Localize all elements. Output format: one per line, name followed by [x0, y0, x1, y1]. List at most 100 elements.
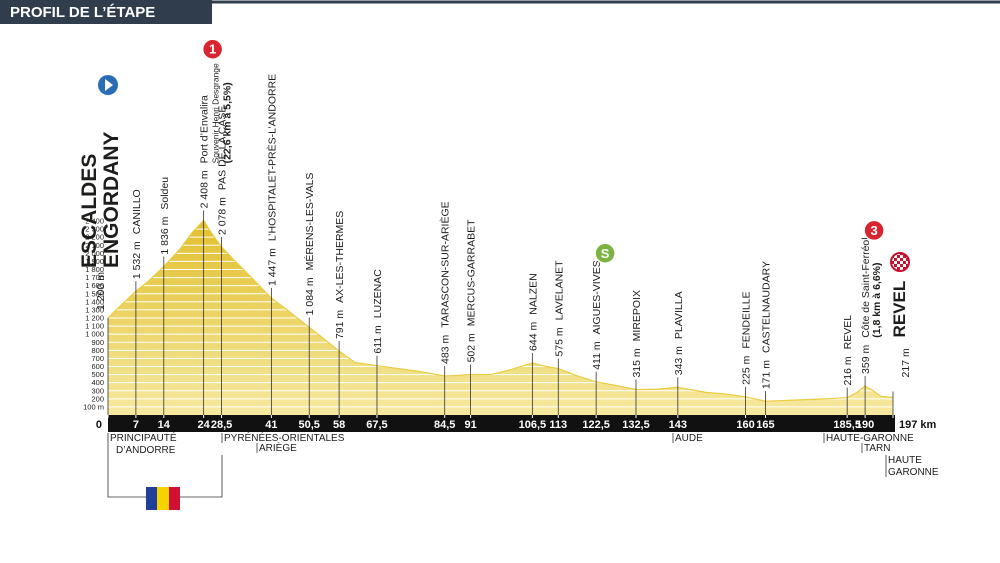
place-name: FENDEILLE [741, 291, 753, 348]
waypoint-label: 315 m MIREPOIX [631, 290, 643, 378]
start-name: ENGORDANY [100, 131, 123, 268]
altitude-label: 411 m [591, 341, 603, 370]
region-label: HAUTE [888, 455, 922, 466]
y-tick-label: 2 100 [85, 241, 104, 250]
y-tick-label: 2 400 [85, 217, 104, 226]
climb-detail: (1,8 km à 6,6%) [871, 262, 883, 337]
x-tick-label: 197 km [899, 419, 937, 431]
waypoint-label: 2 078 m PAS DE LA CASE [217, 106, 229, 235]
altitude-label: 611 m [372, 325, 384, 354]
x-tick-label: 0 [96, 419, 102, 431]
place-name: CANILLO [131, 189, 143, 234]
profile-line [107, 219, 894, 402]
waypoint-label: 575 m LAVELANET [553, 260, 565, 357]
marker-badge [201, 38, 224, 60]
y-tick-label: 2 300 [85, 225, 104, 234]
altitude-label: 2 408 m [199, 170, 211, 208]
y-tick-label: 1 500 [85, 289, 104, 298]
region-label: AUDE [675, 433, 703, 444]
y-tick-label: 300 [91, 386, 104, 395]
waypoint-label: 644 m NALZEN [527, 273, 539, 351]
y-tick-label: 1 800 [85, 265, 104, 274]
km-band [108, 415, 895, 432]
region-label: D’ANDORRE [116, 445, 176, 456]
y-tick-label: 200 [91, 394, 104, 403]
place-name: AIGUES-VIVES [591, 260, 603, 334]
place-name: Côte de Saint-Ferréol [860, 237, 872, 337]
altitude-label: 644 m [527, 322, 539, 351]
y-tick-label: 100 m [83, 402, 104, 411]
altitude-label: 315 m [631, 348, 643, 377]
waypoint-label: 1 532 m CANILLO [131, 189, 143, 279]
place-name: PAS DE LA CASE [217, 106, 229, 190]
y-tick-label: 400 [91, 378, 104, 387]
flag-yellow [157, 487, 169, 510]
flag-blue [146, 487, 157, 510]
marker-badge [594, 242, 616, 265]
x-tick-label: 190 [856, 419, 874, 431]
waypoint-label: 611 m LUZENAC [372, 269, 384, 354]
waypoint-label: 2 408 m Port d’Envalira [199, 95, 211, 208]
title-bar [0, 0, 212, 24]
altitude-label: 1 200 m [95, 272, 107, 310]
y-tick-label: 1 200 [85, 314, 104, 323]
region-label: GARONNE [888, 467, 939, 478]
y-tick-label: 2 200 [85, 233, 104, 242]
page-title: PROFIL DE L’ÉTAPE [10, 4, 155, 21]
altitude-label: 502 m [466, 333, 478, 362]
x-tick-label: 14 [158, 419, 171, 431]
place-name: L’HOSPITALET-PRÈS-L’ANDORRE [265, 74, 278, 241]
place-name: Soldeu [159, 177, 171, 210]
marker-badge [863, 219, 885, 242]
altitude-label: 225 m [741, 355, 753, 384]
altitude-label: 791 m [334, 310, 346, 339]
altitude-label: 217 m [900, 348, 912, 377]
finish-name: REVEL [890, 281, 909, 338]
waypoint-label: 359 m Côte de Saint-Ferréol [860, 237, 872, 374]
y-tick-label: 500 [91, 370, 104, 379]
x-tick-label: 67,5 [366, 419, 387, 431]
waypoint-label: 483 m TARASCON-SUR-ARIÈGE [439, 201, 452, 364]
place-name: NALZEN [527, 273, 539, 314]
altitude-label: 1 084 m [304, 277, 316, 315]
altitude-label: 483 m [440, 335, 452, 364]
x-tick-label: 165 [756, 419, 774, 431]
region-label: PRINCIPAUTÉ [110, 431, 177, 444]
x-tick-label: 91 [464, 419, 476, 431]
place-name: CASTELNAUDARY [760, 261, 772, 353]
climb-detail: Souvenir Henri Desgrange [211, 63, 221, 163]
region-label: ARIÈGE [259, 441, 297, 454]
y-tick-label: 1 900 [85, 257, 104, 266]
start-arrow [105, 79, 113, 91]
x-tick-label: 122,5 [582, 419, 610, 431]
y-tick-label: 1 300 [85, 305, 104, 314]
y-tick-label: 1 100 [85, 322, 104, 331]
y-tick-label: 1 000 [85, 330, 104, 339]
start-name: ESCALDES [78, 154, 101, 268]
x-tick-label: 106,5 [519, 419, 547, 431]
altitude-label: 343 m [673, 346, 685, 375]
x-tick-label: 41 [265, 419, 277, 431]
region-label: PYRÉNÉES-ORIENTALES [224, 431, 345, 444]
altitude-label: 2 078 m [217, 197, 229, 235]
waypoint-label: 502 m MERCUS-GARRABET [466, 219, 478, 363]
y-tick-label: 1 700 [85, 273, 104, 282]
y-tick-label: 700 [91, 354, 104, 363]
x-tick-label: 143 [669, 419, 687, 431]
waypoint-label: 1 447 m L’HOSPITALET-PRÈS-L’ANDORRE [265, 74, 278, 286]
y-tick-label: 1 400 [85, 297, 104, 306]
altitude-label: 1 836 m [159, 216, 171, 254]
y-tick-label: 800 [91, 346, 104, 355]
x-tick-label: 28,5 [211, 419, 232, 431]
waypoint-label: 343 m PLAVILLA [673, 291, 685, 375]
marker-label: 1 [209, 42, 216, 57]
y-tick-label: 600 [91, 362, 104, 371]
waypoint-label: 225 m FENDEILLE [741, 291, 753, 384]
waypoint-label: 171 m CASTELNAUDARY [760, 261, 772, 389]
place-name: MÉRENS-LES-VALS [303, 173, 316, 271]
x-tick-label: 113 [549, 419, 567, 431]
waypoint-label: 1 836 m Soldeu [159, 177, 171, 255]
altitude-label: 171 m [760, 360, 772, 389]
x-tick-label: 84,5 [434, 419, 455, 431]
x-tick-label: 185,5 [833, 419, 861, 431]
